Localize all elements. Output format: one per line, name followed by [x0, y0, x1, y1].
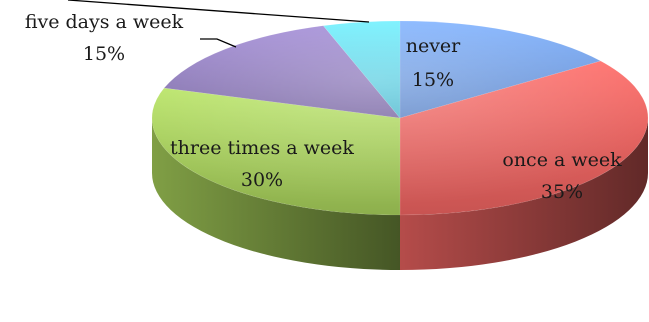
slice-value: 15% — [83, 43, 125, 65]
pie-sides — [152, 118, 648, 270]
slice-value: 15% — [412, 69, 454, 91]
slice-value: 30% — [241, 169, 283, 191]
slice-label: three times a week — [170, 137, 354, 159]
slice-label: five days a week — [25, 11, 184, 33]
leader-line-top — [67, 0, 370, 23]
slice-label: once a week — [502, 149, 622, 171]
pie-side-1 — [400, 118, 648, 270]
leader-line-five-days — [200, 38, 237, 48]
pie-side-2 — [152, 118, 400, 270]
slice-label: never — [406, 35, 461, 57]
slice-labels: never 15% once a week 35% three times a week… — [25, 11, 622, 203]
slice-value: 35% — [541, 181, 583, 203]
leader-lines — [67, 0, 370, 48]
